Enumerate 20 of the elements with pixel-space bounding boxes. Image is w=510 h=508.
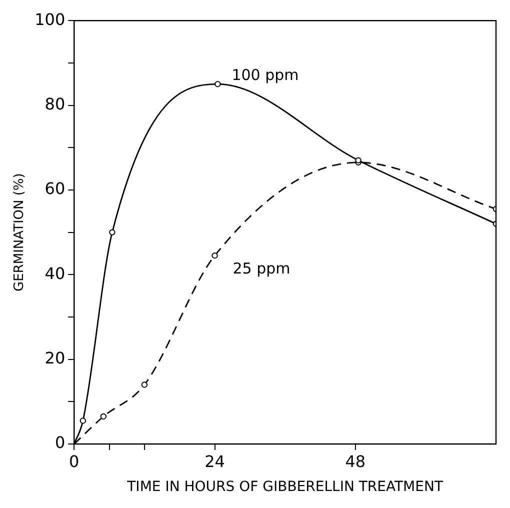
- y-tick-label: 60: [44, 179, 66, 198]
- y-tick-label: 100: [34, 10, 66, 29]
- point: [80, 418, 86, 424]
- point: [212, 252, 218, 259]
- point: [141, 382, 148, 388]
- x-tick-label: 24: [204, 452, 225, 471]
- y-tick-label: 40: [44, 264, 66, 283]
- x-tick-label: 0: [69, 452, 80, 471]
- y-tick-label: 80: [44, 94, 66, 114]
- x-tick-label: 48: [345, 452, 366, 471]
- y-tick-label: 20: [44, 348, 66, 368]
- point: [355, 157, 362, 164]
- x-axis-title: TIME IN HOURS OF GIBBERELLIN TREATMENT: [126, 479, 444, 496]
- point: [109, 229, 116, 236]
- series-label: 100 ppm: [232, 66, 299, 84]
- y-axis-title: GERMINATION (%): [12, 173, 28, 292]
- point: [214, 81, 221, 88]
- series-label: 25 ppm: [232, 259, 290, 278]
- y-tick-label: 0: [54, 433, 66, 452]
- point: [100, 413, 107, 420]
